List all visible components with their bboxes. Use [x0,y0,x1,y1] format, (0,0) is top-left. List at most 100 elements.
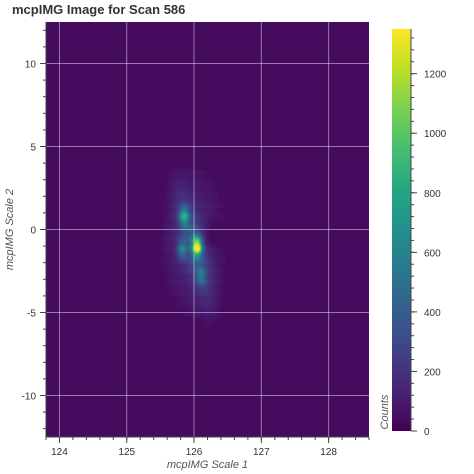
heatmap-cell [191,274,193,277]
heatmap-cell [177,267,179,270]
heatmap-cell [181,224,184,227]
heatmap-cell [173,184,176,187]
y-tick-label: -10 [22,392,37,403]
heatmap-cell [214,214,216,217]
heatmap-cell [203,178,205,180]
heatmap-cell [191,272,193,275]
heatmap-cell [183,239,185,242]
heatmap-cell [215,271,217,273]
heatmap-cell [208,222,210,225]
heatmap-cell [186,309,189,312]
heatmap-cell [172,196,174,199]
heatmap-cell [190,279,192,282]
heatmap-cell [181,300,184,303]
heatmap-cell [203,244,205,247]
heatmap-cell [175,224,178,227]
heatmap-cell [190,197,192,200]
heatmap-cell [181,251,184,254]
heatmap-cell [205,221,208,224]
heatmap-cell [185,304,187,307]
heatmap-cell [199,227,202,230]
heatmap-cell [184,186,186,189]
heatmap-cell [196,242,198,245]
heatmap-cell [185,232,187,235]
heatmap-cell [216,199,218,202]
heatmap-cell [168,219,171,222]
heatmap-cell [220,256,222,259]
heatmap-cell [198,307,201,310]
heatmap-cell [210,242,212,245]
heatmap-cell [196,211,198,214]
heatmap-cell [183,275,185,278]
heatmap-cell [206,189,209,192]
heatmap-cell [185,173,187,176]
heatmap-cell [173,236,176,239]
heatmap-cell [192,186,195,189]
heatmap-cell [173,239,176,242]
heatmap-cell [200,251,203,254]
heatmap-cell [168,280,171,283]
heatmap-cell [196,178,198,180]
heatmap-cell [175,206,178,209]
heatmap-cell [206,262,209,265]
heatmap-cell [211,192,214,195]
heatmap-cell [167,231,170,234]
heatmap-cell [205,224,208,227]
heatmap-cell [178,206,180,209]
heatmap-cell [190,297,192,300]
heatmap-cell [214,262,216,265]
heatmap-cell [162,216,165,219]
heatmap-cell [186,282,189,285]
heatmap-cell [165,254,167,257]
heatmap-cell [204,297,207,300]
heatmap-cell [217,262,220,265]
heatmap-cell [179,197,182,200]
heatmap-cell [166,224,168,227]
heatmap-cell [170,176,172,179]
heatmap-cell [168,224,171,227]
heatmap-cell [167,274,170,277]
heatmap-cell [208,252,210,255]
heatmap-cell [205,184,208,187]
heatmap-cell [189,305,191,308]
heatmap-cell [209,192,211,195]
heatmap-cell [184,266,186,268]
heatmap-cell [198,279,201,282]
heatmap-cell [205,275,208,278]
heatmap-cell [202,295,204,298]
heatmap-cell [185,214,187,217]
heatmap-cell [171,202,173,205]
heatmap-cell [216,214,218,217]
heatmap-cell [203,317,205,320]
heatmap-cell [220,285,222,288]
heatmap-cell [205,310,208,313]
heatmap-cell [178,282,180,285]
y-axis-label: mcpIMG Scale 2 [4,189,16,270]
heatmap-cell [200,219,203,222]
heatmap-cell [173,275,176,278]
heatmap-cell [191,202,193,205]
heatmap-cell [209,189,211,192]
heatmap-cell [170,241,172,244]
heatmap-cell [195,219,197,222]
heatmap-cell [171,277,173,280]
heatmap-cell [166,256,168,259]
heatmap-cell [179,178,182,180]
heatmap-cell [200,297,203,300]
heatmap-cell [217,285,220,288]
heatmap-cell [166,196,168,199]
heatmap-cell [214,297,216,300]
heatmap-cell [197,183,199,185]
heatmap-cell [215,206,217,209]
heatmap-cell [166,280,168,283]
heatmap-cell [179,241,182,244]
heatmap-cell [187,259,190,262]
heatmap-cell [180,214,183,217]
heatmap-cell [177,202,179,205]
heatmap-cell [174,173,177,176]
heatmap-cell [183,204,185,207]
heatmap-cell [202,310,204,313]
heatmap-cell [199,302,202,305]
heatmap-cell [211,249,214,252]
heatmap-cell [196,209,198,212]
